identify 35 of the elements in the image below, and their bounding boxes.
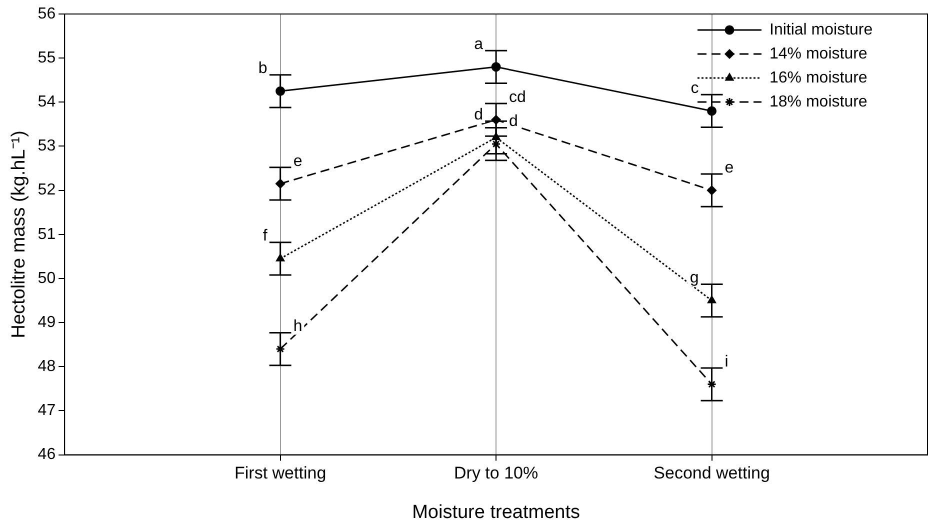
x-tick-label: First wetting: [234, 464, 326, 483]
y-tick-label: 54: [38, 94, 56, 111]
data-label: e: [293, 152, 302, 170]
x-axis-title: Moisture treatments: [412, 502, 580, 523]
legend-label: 18% moisture: [770, 93, 868, 110]
y-tick-label: 56: [38, 5, 56, 22]
data-label: d: [509, 113, 518, 130]
legend-label: 14% moisture: [770, 45, 868, 62]
data-label: d: [474, 106, 484, 124]
y-tick-label: 48: [38, 358, 56, 376]
data-label: g: [690, 270, 699, 287]
legend-label: 16% moisture: [770, 69, 868, 86]
point: [491, 139, 501, 149]
data-label: e: [724, 159, 734, 176]
data-label: b: [258, 60, 268, 78]
data-label: cd: [509, 88, 526, 106]
data-label: a: [474, 36, 484, 53]
y-tick-label: 51: [38, 226, 56, 243]
x-tick-label: Dry to 10%: [454, 464, 538, 483]
data-label: h: [293, 318, 302, 336]
legend-label: Initial moisture: [770, 21, 873, 38]
y-tick-label: 53: [38, 138, 56, 155]
y-tick-label: 50: [38, 270, 56, 287]
data-label: c: [690, 80, 699, 98]
point: [276, 344, 286, 354]
x-tick-label: Second wetting: [654, 464, 770, 483]
y-tick-label: 55: [38, 49, 56, 66]
data-label: f: [262, 228, 268, 245]
y-tick-label: 46: [38, 446, 56, 464]
y-axis-title: Hectolitre mass (kg.hL⁻¹): [8, 130, 30, 338]
y-tick-label: 49: [38, 314, 56, 331]
data-label: i: [724, 353, 728, 370]
y-tick-label: 47: [38, 402, 56, 420]
y-tick-label: 52: [38, 182, 56, 199]
point: [707, 380, 717, 390]
